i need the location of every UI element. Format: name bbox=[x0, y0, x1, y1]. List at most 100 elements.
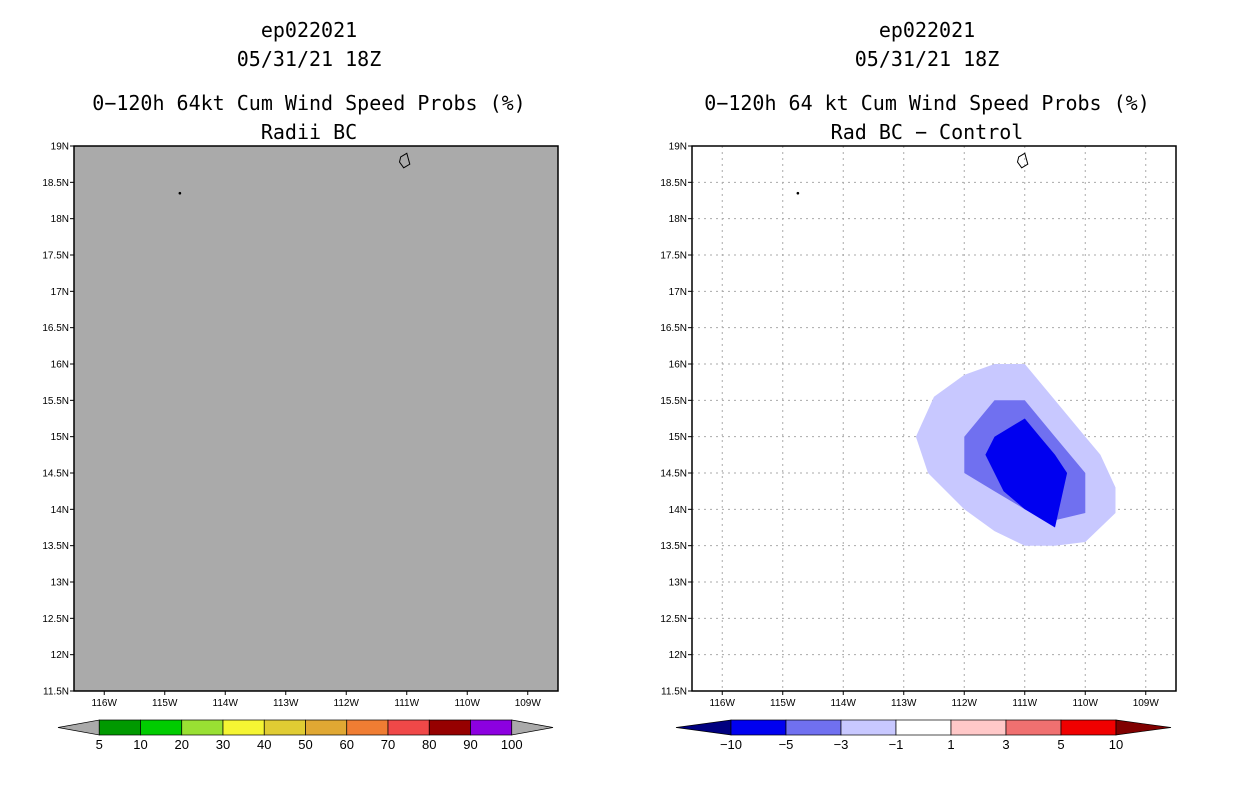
left-title-line-4: Radii BC bbox=[261, 120, 357, 144]
right-xtick-label-3: 113W bbox=[891, 698, 917, 709]
right-colorbar-label-0: −10 bbox=[720, 737, 742, 752]
right-colorbar-seg-7 bbox=[1060, 719, 1117, 736]
left-title-line-1: ep022021 bbox=[261, 18, 357, 42]
left-ytick-label-15: 19N bbox=[51, 142, 69, 153]
left-colorbar-seg-11 bbox=[511, 719, 554, 736]
left-colorbar-label-0: 5 bbox=[96, 737, 103, 752]
right-xtick-label-5: 111W bbox=[1012, 698, 1037, 709]
right-contour-2 bbox=[985, 418, 1068, 528]
right-colorbar-label-2: −3 bbox=[834, 737, 849, 752]
right-ytick-label-11: 17N bbox=[669, 287, 687, 298]
right-xtick-label-1: 115W bbox=[770, 698, 796, 709]
right-colorbar-label-6: 5 bbox=[1057, 737, 1064, 752]
left-xtick-label-7: 109W bbox=[515, 698, 542, 709]
left-colorbar-seg-7 bbox=[346, 719, 389, 736]
right-ytick-label-9: 16N bbox=[669, 360, 687, 371]
left-ytick-label-6: 14.5N bbox=[42, 469, 69, 480]
right-title-line-4: Rad BC − Control bbox=[831, 120, 1024, 144]
right-xtick-label-2: 114W bbox=[831, 698, 857, 709]
left-xtick-label-6: 110W bbox=[455, 698, 481, 709]
left-colorbar-label-4: 40 bbox=[257, 737, 271, 752]
left-ytick-label-0: 11.5N bbox=[43, 687, 69, 698]
right-island-outline bbox=[1016, 152, 1029, 169]
left-ytick-label-10: 16.5N bbox=[42, 323, 69, 334]
right-title-line-2: 05/31/21 18Z bbox=[855, 47, 1000, 71]
left-ytick-label-11: 17N bbox=[51, 287, 69, 298]
right-colorbar-seg-3 bbox=[840, 719, 897, 736]
left-colorbar-seg-6 bbox=[305, 719, 348, 736]
right-islet-dot bbox=[796, 191, 800, 195]
left-xtick-label-2: 114W bbox=[213, 698, 239, 709]
left-colorbar-label-7: 70 bbox=[381, 737, 395, 752]
left-ytick-label-12: 17.5N bbox=[42, 251, 69, 262]
left-islet-dot bbox=[178, 191, 182, 195]
left-colorbar-label-2: 20 bbox=[175, 737, 189, 752]
left-xtick-label-4: 112W bbox=[334, 698, 360, 709]
right-ytick-label-3: 13N bbox=[669, 578, 687, 589]
right-panel: ep022021 05/31/21 18Z 0−120h 64 kt Cum Win… bbox=[660, 18, 1177, 752]
right-xtick-label-7: 109W bbox=[1133, 698, 1160, 709]
right-ytick-label-7: 15N bbox=[669, 432, 687, 443]
left-colorbar-seg-1 bbox=[98, 719, 141, 736]
right-ytick-label-4: 13.5N bbox=[660, 541, 687, 552]
right-colorbar-label-5: 3 bbox=[1002, 737, 1009, 752]
right-xtick-label-6: 110W bbox=[1073, 698, 1099, 709]
right-ytick-label-15: 19N bbox=[669, 142, 687, 153]
left-ytick-label-7: 15N bbox=[51, 432, 69, 443]
left-colorbar-seg-3 bbox=[181, 719, 224, 736]
right-ytick-label-2: 12.5N bbox=[660, 614, 687, 625]
right-colorbar-seg-8 bbox=[1115, 719, 1172, 736]
left-xtick-label-1: 115W bbox=[152, 698, 178, 709]
right-title-line-1: ep022021 bbox=[879, 18, 975, 42]
right-colorbar-seg-4 bbox=[895, 719, 952, 736]
right-xtick-label-4: 112W bbox=[952, 698, 978, 709]
right-ytick-label-12: 17.5N bbox=[660, 251, 687, 262]
right-ytick-label-14: 18.5N bbox=[660, 178, 687, 189]
right-colorbar-seg-5 bbox=[950, 719, 1007, 736]
left-colorbar-seg-4 bbox=[222, 719, 265, 736]
left-colorbar-label-5: 50 bbox=[298, 737, 312, 752]
left-ytick-label-1: 12N bbox=[51, 650, 69, 661]
right-xtick-label-0: 116W bbox=[710, 698, 736, 709]
left-colorbar-label-3: 30 bbox=[216, 737, 230, 752]
left-xtick-label-5: 111W bbox=[394, 698, 419, 709]
left-title-line-3: 0−120h 64kt Cum Wind Speed Probs (%) bbox=[92, 91, 525, 115]
right-colorbar-label-3: −1 bbox=[889, 737, 904, 752]
left-ytick-label-9: 16N bbox=[51, 360, 69, 371]
left-ytick-label-14: 18.5N bbox=[42, 178, 69, 189]
right-colorbar-seg-6 bbox=[1005, 719, 1062, 736]
left-colorbar-seg-2 bbox=[140, 719, 183, 736]
right-title-line-3: 0−120h 64 kt Cum Wind Speed Probs (%) bbox=[704, 91, 1150, 115]
right-ytick-label-6: 14.5N bbox=[660, 469, 687, 480]
left-field bbox=[74, 146, 558, 691]
left-frame bbox=[73, 145, 559, 692]
left-ytick-label-5: 14N bbox=[51, 505, 69, 516]
left-xtick-label-3: 113W bbox=[273, 698, 299, 709]
left-colorbar-label-10: 100 bbox=[501, 737, 523, 752]
left-ytick-label-8: 15.5N bbox=[42, 396, 69, 407]
right-frame bbox=[691, 145, 1177, 692]
left-colorbar-seg-10 bbox=[470, 719, 513, 736]
right-colorbar-label-7: 10 bbox=[1109, 737, 1123, 752]
left-ytick-label-2: 12.5N bbox=[42, 614, 69, 625]
right-colorbar-label-1: −5 bbox=[779, 737, 794, 752]
left-colorbar-seg-8 bbox=[387, 719, 430, 736]
left-ytick-label-3: 13N bbox=[51, 578, 69, 589]
left-panel: ep022021 05/31/21 18Z 0−120h 64kt Cum Wind… bbox=[42, 18, 559, 752]
left-colorbar-seg-5 bbox=[263, 719, 306, 736]
right-ytick-label-5: 14N bbox=[669, 505, 687, 516]
right-ytick-label-10: 16.5N bbox=[660, 323, 687, 334]
left-title-line-2: 05/31/21 18Z bbox=[237, 47, 382, 71]
right-ytick-label-8: 15.5N bbox=[660, 396, 687, 407]
left-colorbar-label-9: 90 bbox=[463, 737, 477, 752]
left-colorbar-label-1: 10 bbox=[133, 737, 147, 752]
right-ytick-label-0: 11.5N bbox=[661, 687, 687, 698]
right-colorbar-label-4: 1 bbox=[947, 737, 954, 752]
right-ytick-label-1: 12N bbox=[669, 650, 687, 661]
right-colorbar-seg-1 bbox=[730, 719, 787, 736]
left-colorbar-label-8: 80 bbox=[422, 737, 436, 752]
left-colorbar-label-6: 60 bbox=[340, 737, 354, 752]
right-colorbar-seg-2 bbox=[785, 719, 842, 736]
left-ytick-label-13: 18N bbox=[51, 214, 69, 225]
